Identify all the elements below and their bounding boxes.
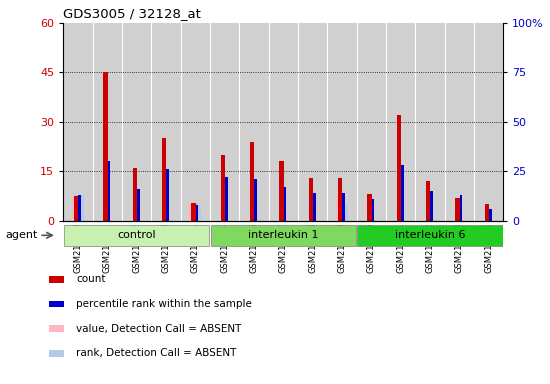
Text: percentile rank within the sample: percentile rank within the sample [76,299,252,309]
Bar [133,168,137,221]
Bar [211,225,356,247]
Bar [78,195,81,221]
Text: control: control [117,230,156,240]
Bar [460,195,463,221]
Text: value, Detection Call = ABSENT: value, Detection Call = ABSENT [76,324,241,334]
Bar [284,187,287,221]
Bar [162,138,166,221]
Text: agent: agent [5,230,37,240]
Bar [210,23,239,221]
Bar [489,209,492,221]
Bar [122,23,151,221]
Bar [356,23,386,221]
Bar [298,23,327,221]
Bar [254,179,257,221]
Bar [103,73,108,221]
Bar [189,203,198,221]
Bar [239,23,268,221]
Bar [221,155,225,221]
Bar [72,196,80,221]
Bar [180,23,210,221]
Text: GDS3005 / 32128_at: GDS3005 / 32128_at [63,7,201,20]
Bar [309,178,313,221]
Bar [137,189,140,221]
Bar [49,325,64,332]
Text: interleukin 1: interleukin 1 [248,230,318,240]
Bar [49,276,64,283]
Bar [444,23,474,221]
Bar [313,193,316,221]
Bar [401,166,404,221]
Bar [268,23,298,221]
Bar [338,178,342,221]
Bar [455,198,460,221]
Bar [327,23,356,221]
Bar [225,177,228,221]
Bar [92,23,122,221]
Bar [386,23,415,221]
Bar [279,162,284,221]
Text: rank, Detection Call = ABSENT: rank, Detection Call = ABSENT [76,348,236,358]
Bar [108,162,111,221]
Bar [474,23,503,221]
Bar [49,301,64,307]
Bar [151,23,180,221]
Bar [250,142,254,221]
Bar [49,350,64,356]
Bar [485,204,489,221]
Bar [192,205,201,221]
Bar [63,23,92,221]
Bar [64,225,210,247]
Bar [166,169,169,221]
Bar [191,203,196,221]
Bar [339,205,348,221]
Bar [397,115,401,221]
Text: interleukin 6: interleukin 6 [395,230,465,240]
Bar [196,205,199,221]
Bar [336,194,344,221]
Bar [372,199,375,221]
Bar [342,193,345,221]
Bar [367,194,372,221]
Bar [74,196,78,221]
Bar [357,225,503,247]
Bar [75,195,84,221]
Bar [426,181,430,221]
Text: count: count [76,275,106,285]
Bar [415,23,444,221]
Bar [430,191,433,221]
